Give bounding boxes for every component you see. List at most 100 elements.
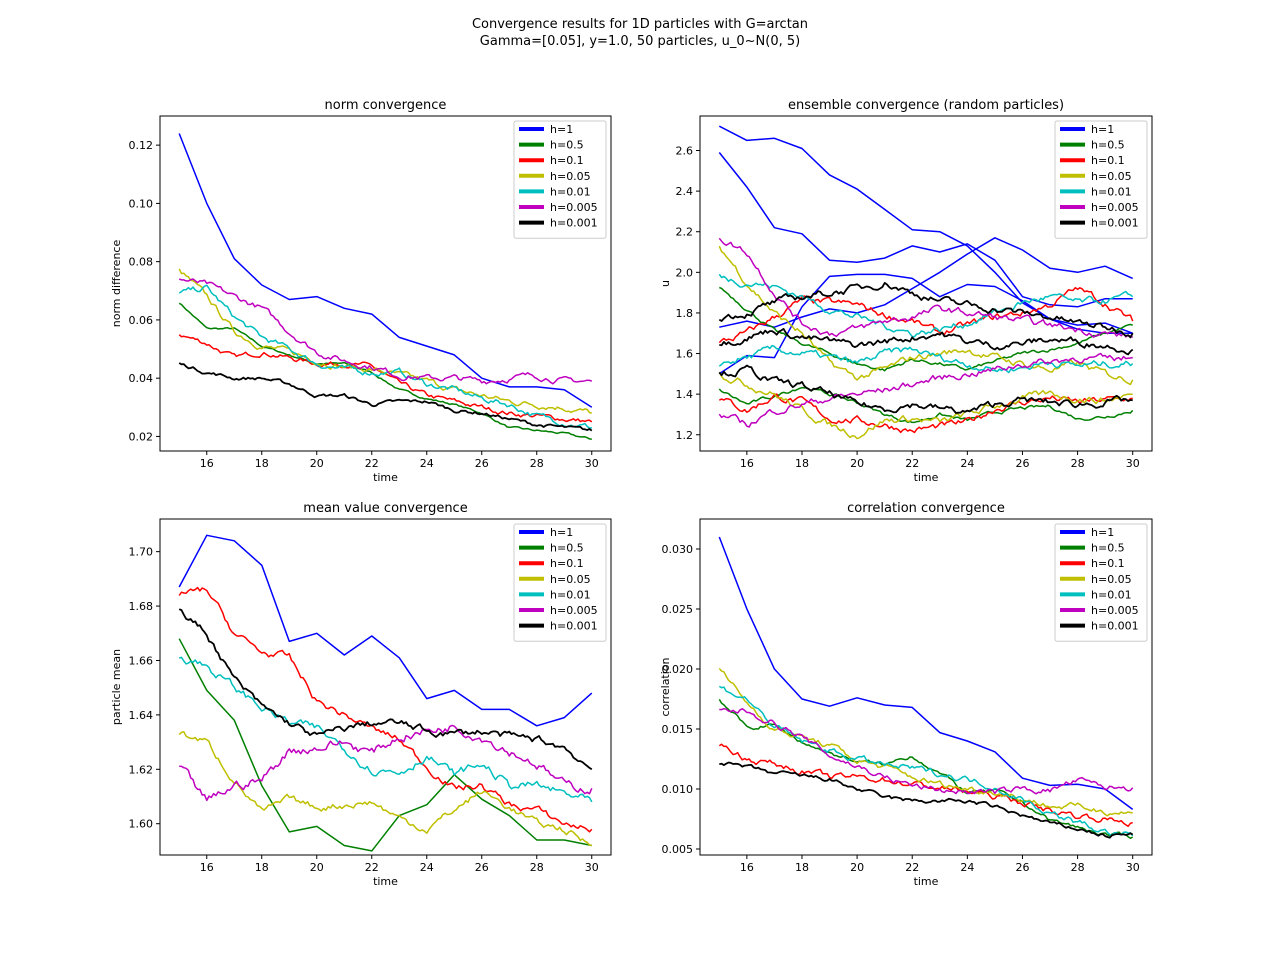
y-tick-label: 2.2	[676, 226, 694, 239]
series-line-h=0.05	[178, 268, 592, 414]
y-tick-label: 1.4	[676, 388, 694, 401]
chart-title: norm convergence	[325, 98, 447, 113]
y-tick-label: 2.4	[676, 185, 694, 198]
series-line-h=0.05	[718, 245, 1134, 386]
series-line-h=0.001	[178, 362, 593, 432]
legend-label: h=0.005	[550, 604, 598, 617]
legend: h=1 h=0.5 h=0.1 h=0.05 h=0.01 h=0.005 h=0.001	[513, 523, 607, 642]
series-line-h=0.005	[718, 352, 1133, 428]
legend-label: h=0.05	[550, 573, 591, 586]
legend-label: h=0.005	[550, 201, 598, 214]
series-line-h=1	[178, 133, 593, 408]
series-line-h=0.001	[178, 608, 593, 771]
y-axis-label: u	[659, 280, 672, 287]
series-line-h=0.05	[178, 731, 592, 847]
legend-label: h=1	[1091, 526, 1114, 539]
legend-label: h=1	[1091, 123, 1114, 136]
y-tick-label: 1.66	[129, 654, 154, 667]
series-group	[178, 534, 593, 852]
x-tick-label: 20	[310, 457, 324, 470]
y-tick-label: 2.6	[676, 145, 694, 158]
legend-label: h=0.001	[550, 217, 598, 230]
legend-label: h=0.001	[1091, 217, 1139, 230]
chart-4: 16 18 20 22 24 26 28 30 0.005 0.010 0.015 0.020 0.02…	[659, 501, 1153, 888]
y-tick-label: 0.005	[662, 843, 694, 856]
y-tick-label: 0.04	[129, 372, 154, 385]
x-tick-label: 18	[795, 457, 809, 470]
legend-label: h=0.1	[1091, 557, 1125, 570]
series-line-h=0.01	[718, 344, 1134, 374]
legend-label: h=0.1	[1091, 154, 1125, 167]
y-tick-label: 0.015	[662, 723, 694, 736]
series-line-h=0.001	[719, 761, 1134, 839]
x-tick-label: 26	[475, 861, 489, 874]
series-line-h=0.5	[178, 638, 592, 852]
legend-label: h=0.1	[550, 154, 584, 167]
axes-frame	[699, 115, 1153, 452]
axes-frame	[159, 518, 612, 856]
x-tick-label: 16	[200, 861, 214, 874]
axes-frame	[699, 518, 1153, 856]
x-tick-label: 30	[1126, 457, 1140, 470]
legend-label: h=0.005	[1091, 201, 1139, 214]
series-line-h=1	[718, 273, 1133, 375]
chart-title: correlation convergence	[847, 501, 1005, 516]
legend-label: h=0.01	[550, 588, 591, 601]
y-axis-label: correlation	[659, 657, 672, 716]
series-line-h=0.005	[718, 237, 1134, 338]
x-tick-label: 26	[475, 457, 489, 470]
y-tick-label: 1.60	[129, 818, 154, 831]
series-line-h=0.001	[718, 281, 1134, 339]
x-tick-label: 16	[740, 861, 754, 874]
chart-3: 16 18 20 22 24 26 28 30 1.60 1.62 1.64 1.66 1.68 1.70…	[110, 501, 612, 888]
x-tick-label: 20	[310, 861, 324, 874]
series-line-h=0.05	[718, 668, 1133, 817]
legend: h=1 h=0.5 h=0.1 h=0.05 h=0.01 h=0.005 h=0.001	[513, 120, 607, 239]
x-tick-label: 16	[740, 457, 754, 470]
y-tick-label: 1.62	[129, 763, 154, 776]
x-tick-label: 18	[795, 861, 809, 874]
series-line-h=0.001	[718, 364, 1133, 414]
y-tick-label: 0.02	[129, 430, 154, 443]
series-line-h=0.005	[719, 707, 1134, 795]
x-tick-label: 28	[1071, 861, 1085, 874]
y-tick-label: 1.8	[676, 307, 694, 320]
series-line-h=0.5	[718, 386, 1134, 424]
legend-label: h=0.001	[1091, 620, 1139, 633]
series-group	[718, 536, 1134, 840]
series-line-h=0.05	[718, 372, 1133, 440]
legend-label: h=1	[550, 123, 573, 136]
chart-title: mean value convergence	[303, 501, 467, 516]
y-tick-label: 0.025	[662, 603, 694, 616]
legend-label: h=0.05	[550, 170, 591, 183]
series-line-h=1	[718, 152, 1133, 308]
x-tick-label: 20	[850, 861, 864, 874]
x-tick-label: 22	[905, 457, 919, 470]
x-axis-label: time	[373, 875, 398, 888]
x-tick-label: 20	[850, 457, 864, 470]
y-tick-label: 0.06	[129, 314, 154, 327]
y-tick-label: 1.70	[129, 546, 154, 559]
y-tick-label: 0.030	[662, 543, 694, 556]
x-tick-label: 26	[1015, 457, 1029, 470]
series-line-h=1	[178, 534, 593, 727]
x-tick-label: 18	[255, 457, 269, 470]
x-tick-label: 16	[200, 457, 214, 470]
y-tick-label: 2.0	[676, 266, 694, 279]
legend-label: h=0.05	[1091, 573, 1132, 586]
series-group	[178, 133, 593, 441]
x-axis-label: time	[914, 875, 939, 888]
y-tick-label: 0.010	[662, 783, 694, 796]
legend-label: h=0.5	[1091, 542, 1125, 555]
series-line-h=0.1	[718, 743, 1133, 828]
series-line-h=1	[719, 237, 1134, 328]
x-tick-label: 22	[365, 457, 379, 470]
legend-label: h=0.5	[550, 542, 584, 555]
chart-1: 16 18 20 22 24 26 28 30 0.02 0.04 0.06 0.08 0.10 0.12…	[110, 98, 612, 484]
y-tick-label: 1.68	[129, 600, 154, 613]
legend-label: h=1	[550, 526, 573, 539]
legend-label: h=0.5	[1091, 139, 1125, 152]
x-tick-label: 24	[960, 861, 974, 874]
legend-label: h=0.01	[1091, 185, 1132, 198]
